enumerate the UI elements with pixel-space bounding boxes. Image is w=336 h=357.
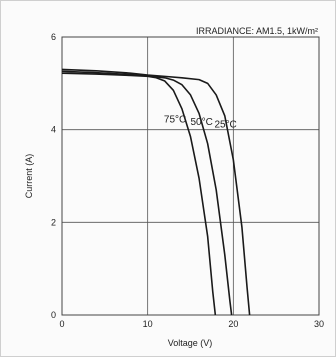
series-lines <box>61 68 251 316</box>
y-axis-label: Current (A) <box>24 154 34 199</box>
grid <box>62 37 319 315</box>
x-axis-label: Voltage (V) <box>168 338 213 348</box>
series-line-1 <box>61 72 217 316</box>
y-tick-label: 0 <box>51 310 56 320</box>
y-tick-label: 4 <box>51 125 56 135</box>
x-tick-label: 30 <box>314 319 324 329</box>
curve-label: 75°C <box>164 115 186 126</box>
series-line-2 <box>61 70 233 316</box>
curve-labels: 75°C 50°C 25°C <box>164 115 237 131</box>
y-tick-label: 2 <box>51 217 56 227</box>
curve-label: 50°C <box>190 117 212 128</box>
y-tick-label: 6 <box>51 32 56 42</box>
curve-label: 25°C <box>214 119 236 130</box>
plot-area <box>61 36 320 316</box>
x-tick-label: 0 <box>59 319 64 329</box>
x-tick-label: 10 <box>143 319 153 329</box>
x-tick-label: 20 <box>228 319 238 329</box>
tick-labels: 0 10 20 30 0 2 4 6 <box>51 32 324 329</box>
irradiance-annotation: IRRADIANCE: AM1.5, 1kW/m² <box>196 26 318 36</box>
series-line-3 <box>61 68 251 316</box>
